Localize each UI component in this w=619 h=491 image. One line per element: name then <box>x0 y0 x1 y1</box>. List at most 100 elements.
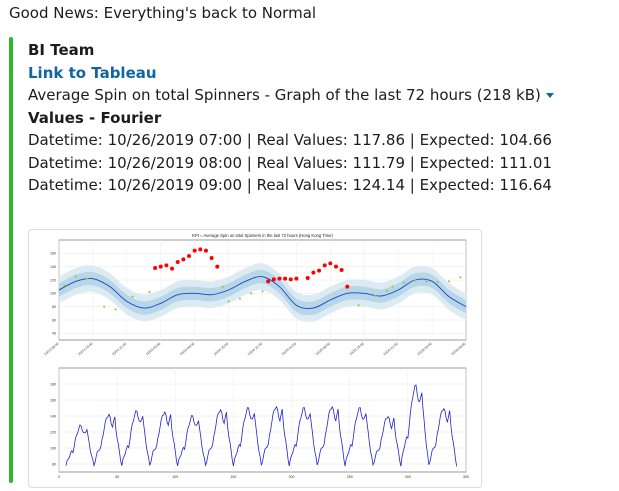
real-value-point <box>447 280 451 283</box>
y-tick-label: 140 <box>50 265 56 269</box>
real-value-point <box>425 280 428 283</box>
real-value-point <box>261 290 264 293</box>
anomaly-point <box>277 276 282 281</box>
real-value-point <box>86 277 89 280</box>
y-tick-label: 160 <box>50 252 56 256</box>
x-tick-label: 10/26 03:00 <box>416 342 432 357</box>
value-row-2: Datetime: 10/26/2019 08:00 | Real Values… <box>28 153 552 172</box>
y-tick-label: 80 <box>52 305 56 309</box>
expected-line <box>58 276 467 309</box>
anomaly-point <box>317 268 322 273</box>
fourier-series-line <box>65 384 458 467</box>
fourier-chart: 80 100 120 140 160 180 0 50 100 150 200 250 300 350 <box>50 367 469 479</box>
real-value-point <box>385 289 388 292</box>
y-tick-label: 180 <box>50 382 56 386</box>
file-row: Average Spin on total Spinners - Graph o… <box>28 84 613 107</box>
anomaly-point <box>209 256 214 260</box>
real-value-point <box>103 305 106 308</box>
x-tick-label: 200 <box>289 475 295 479</box>
x-tick-label: 300 <box>405 475 411 479</box>
x-tick-label: 350 <box>463 475 469 479</box>
y-tick-label: 60 <box>52 318 56 322</box>
anomaly-point <box>328 261 333 266</box>
anomaly-point <box>164 263 169 268</box>
x-tick-label: 150 <box>230 475 236 479</box>
anomaly-point <box>271 277 276 282</box>
value-row-3: Datetime: 10/26/2019 09:00 | Real Values… <box>28 176 552 194</box>
y-tick-label: 100 <box>50 292 56 296</box>
real-value-point <box>63 284 66 287</box>
anomaly-point <box>283 276 288 281</box>
file-description: Average Spin on total Spinners - Graph o… <box>28 86 541 104</box>
y-tick-label: 80 <box>52 462 56 466</box>
anomaly-point <box>170 266 175 271</box>
real-value-point <box>131 295 134 298</box>
real-value-point <box>402 281 405 284</box>
value-row-1: Datetime: 10/26/2019 07:00 | Real Values… <box>28 131 552 149</box>
real-value-point <box>391 285 394 288</box>
real-value-point <box>357 304 360 307</box>
anomaly-point <box>192 248 197 253</box>
y-tick-label: 40 <box>52 332 56 336</box>
real-value-point <box>374 294 377 298</box>
confidence-band-inner <box>59 269 466 316</box>
x-tick-label: 10/25 09:00 <box>315 342 331 357</box>
y-tick-label: 160 <box>50 398 56 402</box>
x-tick-label: 10/23 21:00 <box>111 342 127 357</box>
real-value-point <box>459 276 462 279</box>
anomaly-point <box>153 266 158 270</box>
x-tick-label: 10/24 21:00 <box>247 342 263 357</box>
anomaly-point <box>294 276 299 281</box>
real-value-point <box>227 300 230 303</box>
anomaly-point <box>187 254 192 258</box>
real-value-point <box>221 285 225 288</box>
values-heading: Values - Fourier <box>28 108 162 127</box>
anomaly-point <box>339 268 344 272</box>
attachment-accent-bar <box>9 37 13 483</box>
x-tick-label: 10/23 15:00 <box>77 342 93 357</box>
real-value-point <box>114 308 117 311</box>
x-tick-label: 10/25 15:00 <box>349 342 365 357</box>
x-tick-label: 10/23 09:00 <box>43 342 59 357</box>
anomaly-point <box>181 257 186 262</box>
real-value-point <box>414 279 417 282</box>
y-tick-label: 120 <box>50 278 56 282</box>
x-tick-label: 50 <box>115 475 119 479</box>
attachment-title: BI Team <box>28 41 95 59</box>
forecast-chart: KPI = Average Spin on total Spinners in … <box>43 233 467 357</box>
plot-area <box>58 367 467 473</box>
y-tick-label: 120 <box>50 430 56 434</box>
anomaly-point <box>322 263 327 268</box>
anomaly-point <box>333 264 338 269</box>
x-tick-label: 100 <box>172 475 178 479</box>
anomaly-point <box>203 248 208 253</box>
anomaly-point <box>345 284 350 289</box>
real-value-point <box>74 275 78 278</box>
x-tick-label: 10/25 21:00 <box>383 342 399 357</box>
anomaly-point <box>175 260 180 264</box>
anomaly-point <box>305 276 310 280</box>
real-value-point <box>238 297 241 300</box>
caret-down-icon[interactable] <box>545 93 554 98</box>
x-tick-label: 10/25 03:00 <box>281 342 297 357</box>
real-value-point <box>436 280 439 284</box>
anomaly-point <box>215 264 220 269</box>
x-tick-label: 0 <box>58 475 60 479</box>
y-tick-label: 100 <box>50 446 56 450</box>
x-tick-label: 10/24 09:00 <box>179 342 195 357</box>
anomaly-point <box>158 264 163 269</box>
real-value-point <box>250 292 253 295</box>
anomaly-point <box>198 247 203 252</box>
y-tick-label: 140 <box>50 414 56 418</box>
anomaly-point <box>311 270 316 275</box>
message-text: Good News: Everything's back to Normal <box>9 4 317 22</box>
tableau-link[interactable]: Link to Tableau <box>28 63 157 82</box>
chart-title: KPI = Average Spin on total Spinners in … <box>192 233 333 238</box>
x-tick-label: 250 <box>347 475 353 479</box>
attachment: BI Team Link to Tableau Average Spin on … <box>28 39 613 197</box>
x-tick-label: 10/24 15:00 <box>213 342 229 357</box>
real-value-point <box>148 290 151 294</box>
anomaly-point <box>288 277 293 282</box>
x-tick-label: 10/26 09:00 <box>450 342 466 357</box>
graph-image[interactable]: KPI = Average Spin on total Spinners in … <box>28 229 482 488</box>
